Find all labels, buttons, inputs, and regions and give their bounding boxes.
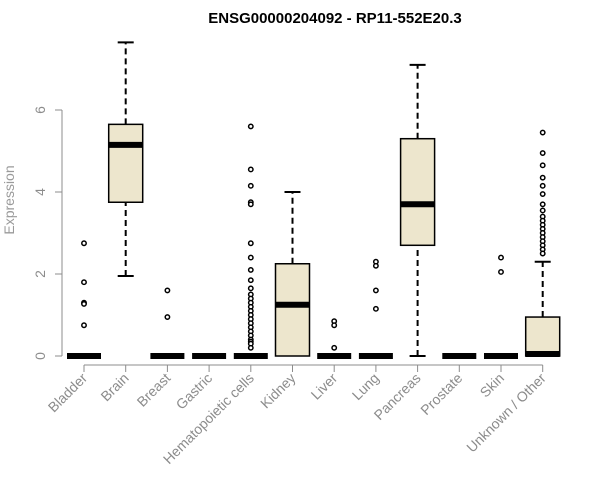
x-tick-label: Breast: [134, 370, 174, 410]
outlier-point: [539, 182, 546, 189]
outlier-point: [539, 150, 546, 157]
outlier-point: [164, 287, 171, 294]
outlier-point: [539, 191, 546, 198]
box-group: [399, 63, 436, 357]
box-group: [317, 318, 352, 359]
outlier-point: [247, 277, 254, 284]
x-tick-label: Unknown / Other: [463, 370, 549, 456]
box-group: [150, 287, 185, 359]
box-group: [233, 123, 268, 359]
box: [107, 123, 144, 203]
outlier-point: [539, 129, 546, 136]
outlier-point: [247, 240, 254, 247]
outlier-point: [539, 162, 546, 169]
y-axis-label: Expression: [1, 165, 17, 234]
chart-title: ENSG00000204092 - RP11-552E20.3: [208, 10, 462, 27]
outlier-point: [498, 254, 504, 261]
outlier-point: [247, 285, 254, 292]
outlier-point: [81, 300, 87, 307]
outlier-point: [81, 322, 87, 329]
outlier-point: [539, 207, 546, 214]
outlier-point: [372, 262, 379, 269]
outlier-point: [331, 322, 338, 329]
box-group: [107, 41, 144, 278]
box-group: [67, 240, 101, 359]
y-tick-label: 4: [32, 188, 48, 196]
x-tick-label: Prostate: [417, 370, 465, 418]
x-tick-label: Bladder: [45, 370, 91, 416]
box-group: [484, 254, 518, 359]
box: [274, 263, 311, 357]
outlier-point: [331, 344, 338, 351]
outlier-point: [247, 166, 254, 173]
outlier-point: [81, 279, 87, 286]
x-tick-label: Brain: [97, 370, 131, 404]
outlier-point: [247, 254, 254, 261]
plot-area: [67, 41, 561, 359]
x-tick-label: Liver: [308, 370, 341, 403]
x-tick-label: Lung: [349, 370, 382, 403]
outlier-point: [247, 123, 254, 130]
outlier-point: [539, 201, 546, 208]
y-tick-label: 2: [32, 270, 48, 278]
y-axis: 0 2 4 6: [32, 106, 63, 360]
outlier-point: [247, 182, 254, 189]
outlier-point: [372, 305, 379, 312]
outlier-point: [539, 174, 546, 181]
y-tick-label: 0: [32, 352, 48, 360]
box-group: [358, 258, 393, 359]
box: [399, 137, 436, 247]
outlier-point: [81, 240, 87, 247]
outlier-point: [539, 250, 546, 257]
x-tick-label: Skin: [477, 370, 508, 401]
outlier-point: [372, 287, 379, 294]
y-tick-label: 6: [32, 106, 48, 114]
outlier-point: [247, 201, 254, 208]
box: [524, 316, 561, 357]
outlier-point: [164, 314, 171, 320]
box-group: [524, 129, 561, 357]
box-group: [274, 191, 311, 357]
x-tick-label: Kidney: [257, 370, 299, 412]
outlier-point: [247, 344, 254, 351]
outlier-point: [498, 269, 504, 275]
outlier-point: [247, 266, 254, 273]
